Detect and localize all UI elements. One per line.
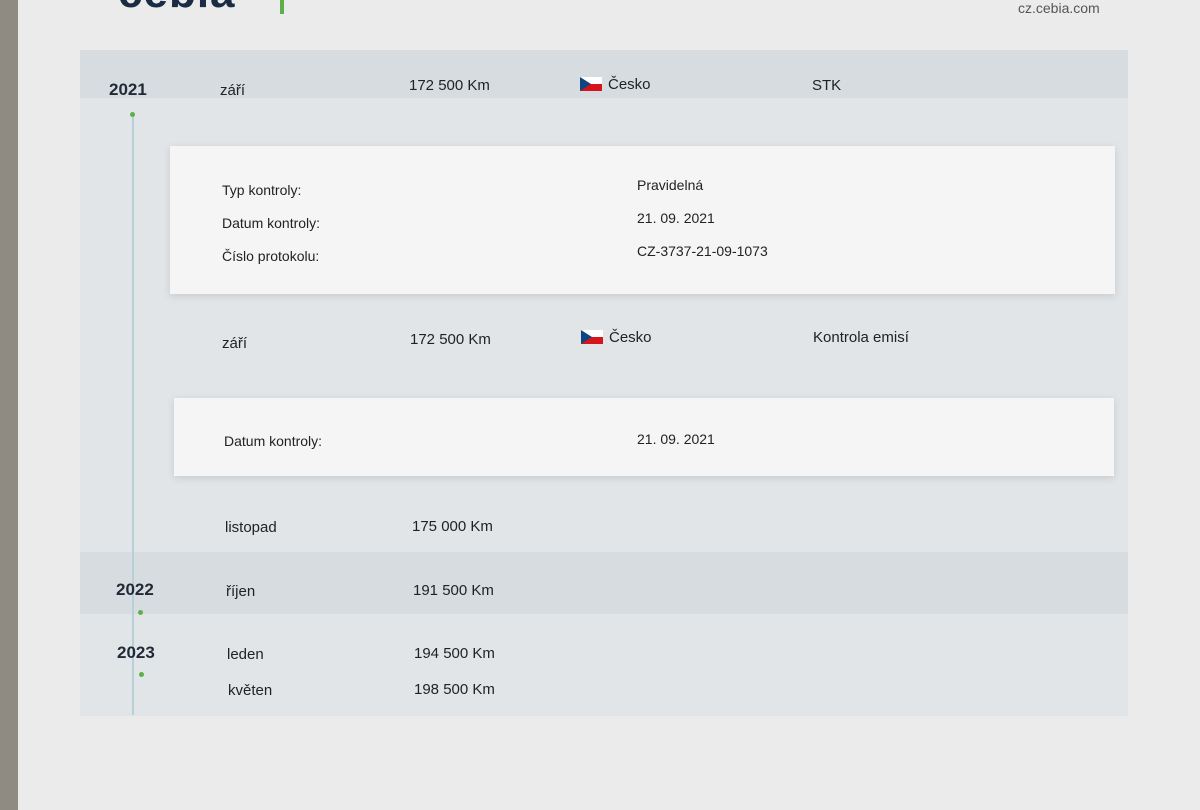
country-name: Česko — [608, 76, 651, 93]
detail-card — [174, 398, 1114, 476]
logo-divider — [280, 0, 284, 14]
month: listopad — [225, 519, 277, 536]
mileage: 198 500 Km — [414, 681, 495, 698]
month: září — [220, 82, 246, 99]
detail-label: Typ kontroly: — [222, 182, 302, 198]
detail-value: Pravidelná — [637, 177, 704, 193]
year-band-2021 — [80, 50, 1128, 98]
year-label: 2021 — [109, 80, 147, 99]
record-type: STK — [812, 77, 842, 94]
cebia-logo: cebia — [118, 0, 236, 18]
mileage: 172 500 Km — [410, 331, 491, 348]
year-label: 2022 — [116, 580, 154, 599]
detail-value: 21. 09. 2021 — [637, 431, 715, 447]
detail-label: Datum kontroly: — [222, 215, 321, 231]
timeline-dot — [138, 610, 143, 615]
header-url: cz.cebia.com — [1018, 0, 1100, 16]
record-type: Kontrola emisí — [813, 329, 909, 346]
mileage: 194 500 Km — [414, 645, 495, 662]
detail-card — [170, 146, 1115, 294]
month: září — [222, 335, 248, 352]
mileage: 175 000 Km — [412, 518, 493, 535]
timeline-dot — [130, 112, 135, 117]
year-band-2022 — [80, 552, 1128, 614]
country-name: Česko — [609, 329, 652, 346]
month: květen — [228, 682, 273, 699]
month: leden — [227, 646, 264, 663]
month: říjen — [226, 583, 256, 600]
mileage: 191 500 Km — [413, 582, 494, 599]
detail-value: 21. 09. 2021 — [637, 210, 715, 226]
timeline-line — [132, 115, 134, 715]
country: Česko — [580, 76, 651, 93]
detail-value: CZ-3737-21-09-1073 — [637, 243, 768, 259]
timeline-dot — [139, 672, 144, 677]
year-label: 2023 — [117, 643, 155, 662]
detail-label: Číslo protokolu: — [222, 248, 320, 264]
country: Česko — [581, 329, 652, 346]
detail-label: Datum kontroly: — [224, 433, 323, 449]
czech-flag-icon — [581, 330, 603, 344]
mileage: 172 500 Km — [409, 77, 490, 94]
czech-flag-icon — [580, 77, 602, 91]
